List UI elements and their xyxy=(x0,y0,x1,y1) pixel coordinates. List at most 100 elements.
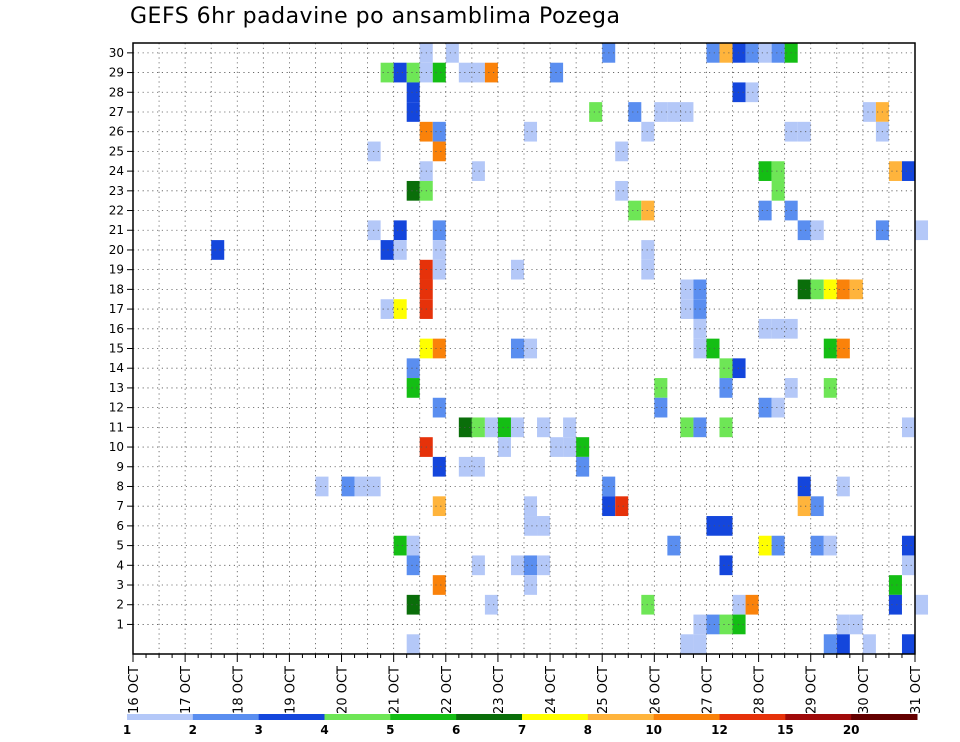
heatmap-cell xyxy=(524,516,538,536)
heatmap-cell xyxy=(432,141,446,162)
heatmap-cell xyxy=(758,318,772,339)
legend-label: 15 xyxy=(777,723,794,737)
heatmap-cell xyxy=(497,417,511,438)
heatmap-cell xyxy=(836,634,850,654)
heatmap-cell xyxy=(432,397,446,418)
legend-swatch xyxy=(324,714,391,720)
heatmap-cell xyxy=(576,456,590,477)
y-tick-label: 8 xyxy=(116,479,124,493)
heatmap-cell xyxy=(432,121,446,142)
heatmap-cell xyxy=(563,437,577,457)
y-tick-label: 21 xyxy=(109,223,124,237)
heatmap-cell xyxy=(745,43,759,63)
heatmap-cell xyxy=(432,338,446,359)
heatmap-cell xyxy=(432,575,446,595)
heatmap-cell xyxy=(680,634,694,654)
x-tick-label: 19 OCT xyxy=(283,666,298,714)
heatmap-cell xyxy=(393,220,407,241)
heatmap-cell xyxy=(680,102,694,122)
y-tick-label: 7 xyxy=(116,499,124,513)
x-tick-label: 28 OCT xyxy=(753,666,768,714)
legend-swatch xyxy=(719,714,786,720)
y-tick-label: 5 xyxy=(116,539,124,553)
heatmap-cell xyxy=(380,62,394,83)
heatmap-cell xyxy=(823,535,837,556)
heatmap-cell xyxy=(771,161,785,181)
heatmap-cell xyxy=(797,220,811,241)
heatmap-cell xyxy=(732,358,746,379)
heatmap-cell xyxy=(862,102,876,122)
heatmap-cell xyxy=(471,555,485,576)
y-tick-label: 14 xyxy=(109,361,124,375)
legend-swatch xyxy=(390,714,457,720)
x-tick-label: 23 OCT xyxy=(492,666,507,714)
heatmap-cell xyxy=(888,161,902,181)
heatmap-cell xyxy=(406,634,420,654)
heatmap-cell xyxy=(836,614,850,635)
heatmap-cell xyxy=(641,121,655,142)
heatmap-cell xyxy=(901,634,915,654)
heatmap-cell xyxy=(810,535,824,556)
x-tick-label: 17 OCT xyxy=(179,666,194,714)
chart-title: GEFS 6hr padavine po ansamblima Pozega xyxy=(130,4,621,29)
heatmap-cell xyxy=(537,417,551,438)
heatmap-cell xyxy=(823,279,837,300)
heatmap-cell xyxy=(836,279,850,300)
heatmap-cell xyxy=(563,417,577,438)
heatmap-cell xyxy=(667,535,681,556)
x-tick-label: 31 OCT xyxy=(909,666,924,714)
legend-label: 20 xyxy=(843,723,860,737)
x-tick-label: 20 OCT xyxy=(336,666,351,714)
heatmap-cell xyxy=(836,476,850,497)
y-tick-label: 19 xyxy=(109,263,124,277)
y-tick-label: 26 xyxy=(109,125,124,139)
heatmap-cell xyxy=(680,417,694,438)
x-tick-label: 30 OCT xyxy=(857,666,872,714)
heatmap-cell xyxy=(406,82,420,103)
y-tick-label: 20 xyxy=(109,243,124,257)
heatmap-cell xyxy=(641,594,655,615)
heatmap-cell xyxy=(589,102,603,122)
y-tick-label: 25 xyxy=(109,144,124,158)
heatmap-cell xyxy=(406,378,420,398)
heatmap-cell xyxy=(745,82,759,103)
heatmap-cell xyxy=(849,279,863,300)
legend-swatch xyxy=(653,714,720,720)
legend-label: 5 xyxy=(386,723,394,737)
heatmap-cell xyxy=(524,555,538,576)
heatmap-cell xyxy=(432,496,446,517)
y-tick-label: 12 xyxy=(109,401,124,415)
heatmap-cell xyxy=(615,496,629,517)
legend-label: 7 xyxy=(518,723,526,737)
heatmap-cell xyxy=(667,102,681,122)
heatmap-cell xyxy=(719,555,733,576)
y-tick-label: 27 xyxy=(109,105,124,119)
heatmap-cell xyxy=(211,240,225,260)
heatmap-cell xyxy=(380,240,394,260)
heatmap-cell xyxy=(758,535,772,556)
heatmap-cell xyxy=(406,535,420,556)
heatmap-cell xyxy=(354,476,368,497)
heatmap-cell xyxy=(524,496,538,517)
heatmap-cell xyxy=(484,62,498,83)
y-tick-label: 11 xyxy=(109,420,124,434)
y-tick-label: 23 xyxy=(109,184,124,198)
x-tick-label: 25 OCT xyxy=(596,666,611,714)
heatmap-cell xyxy=(497,437,511,457)
y-tick-label: 29 xyxy=(109,66,124,80)
heatmap-cell xyxy=(524,575,538,595)
legend-label: 10 xyxy=(645,723,662,737)
heatmap-cell xyxy=(680,299,694,319)
heatmap-cell xyxy=(771,43,785,63)
heatmap-cell xyxy=(393,240,407,260)
legend-label: 1 xyxy=(123,723,131,737)
heatmap-cell xyxy=(484,594,498,615)
y-tick-label: 18 xyxy=(109,282,124,296)
y-tick-label: 24 xyxy=(109,164,124,178)
heatmap-cell xyxy=(406,594,420,615)
x-tick-label: 16 OCT xyxy=(127,666,142,714)
heatmap-cell xyxy=(797,496,811,517)
heatmap-cell xyxy=(732,82,746,103)
heatmap-cell xyxy=(810,279,824,300)
heatmap-cell xyxy=(901,417,915,438)
